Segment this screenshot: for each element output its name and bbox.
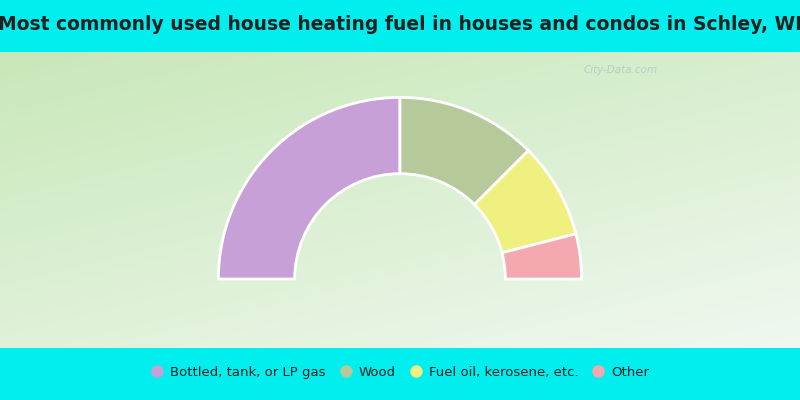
Wedge shape	[400, 97, 529, 204]
Wedge shape	[502, 234, 582, 279]
Legend: Bottled, tank, or LP gas, Wood, Fuel oil, kerosene, etc., Other: Bottled, tank, or LP gas, Wood, Fuel oil…	[146, 361, 654, 383]
Wedge shape	[218, 97, 400, 279]
Wedge shape	[474, 150, 576, 253]
Text: Most commonly used house heating fuel in houses and condos in Schley, WI: Most commonly used house heating fuel in…	[0, 16, 800, 34]
Text: City-Data.com: City-Data.com	[584, 65, 658, 75]
